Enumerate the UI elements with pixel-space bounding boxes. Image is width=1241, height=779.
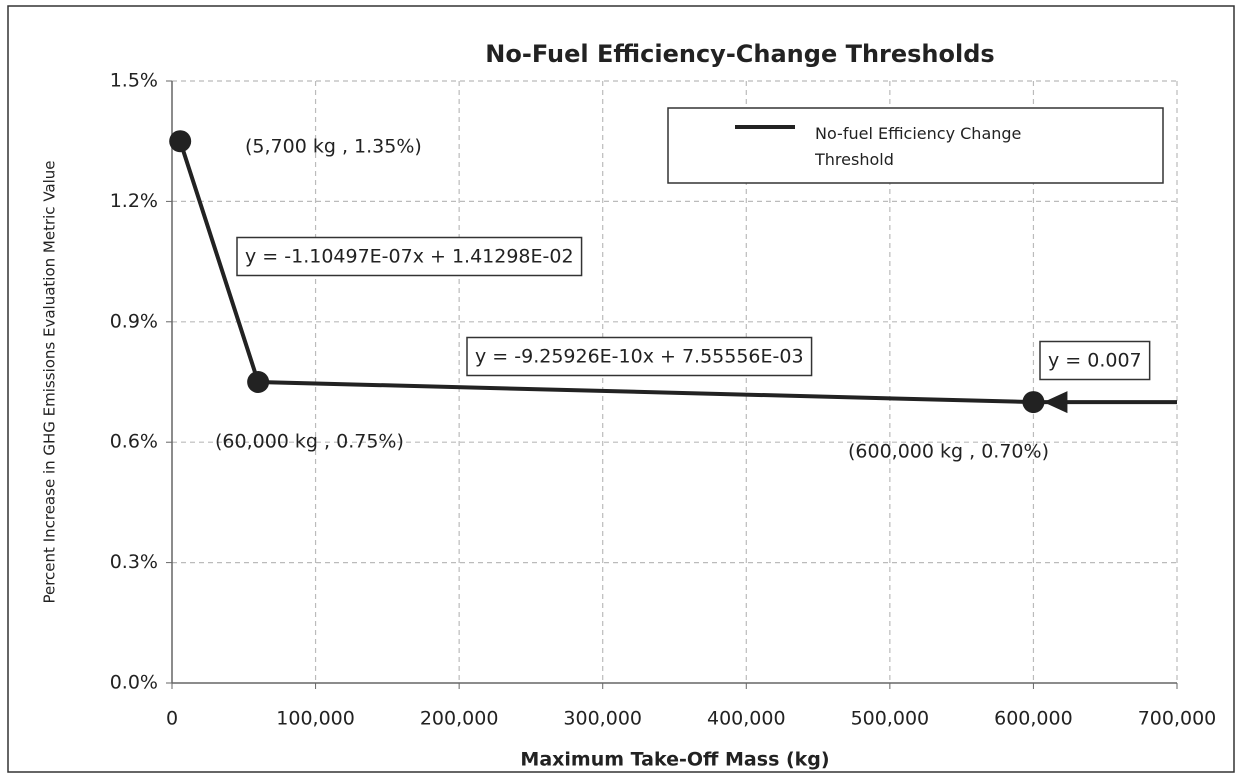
y-tick-label: 0.0% (110, 672, 158, 694)
x-tick-label: 200,000 (420, 708, 499, 730)
legend-box (667, 107, 1164, 184)
annotation-box (236, 236, 583, 277)
y-tick-label: 1.2% (110, 190, 158, 212)
y-tick-label: 0.3% (110, 551, 158, 573)
chart-title: No-Fuel Efficiency-Change Thresholds (485, 40, 994, 68)
annotation: y = -9.25926E-10x + 7.55556E-03 (475, 346, 804, 368)
x-tick-label: 700,000 (1138, 708, 1217, 730)
annotation: y = 0.007 (1048, 350, 1142, 372)
arrow-head (1043, 391, 1068, 414)
point-marker (247, 371, 270, 393)
x-tick-label: 100,000 (276, 708, 355, 730)
x-tick-label: 500,000 (851, 708, 930, 730)
x-tick-label: 600,000 (994, 708, 1073, 730)
x-tick-label: 0 (166, 708, 178, 730)
series-line (178, 140, 1177, 405)
y-tick-label: 1.5% (110, 70, 158, 92)
x-tick-label: 400,000 (707, 708, 786, 730)
annotation: (600,000 kg , 0.70%) (848, 441, 1049, 463)
y-tick-label: 0.9% (110, 310, 158, 332)
chart-border (7, 5, 1235, 773)
y-tick-label: 0.6% (110, 431, 158, 453)
annotation: (60,000 kg , 0.75%) (215, 431, 404, 453)
y-axis-label: Percent Increase in GHG Emissions Evalua… (41, 160, 59, 603)
legend-label: No-fuel Efficiency Change Threshold (815, 124, 1022, 169)
annotation: (5,700 kg , 1.35%) (245, 136, 422, 158)
x-tick-label: 300,000 (563, 708, 642, 730)
annotation: y = -1.10497E-07x + 1.41298E-02 (245, 246, 574, 268)
annotation-box (466, 336, 813, 377)
point-marker (1022, 391, 1045, 414)
x-axis-label: Maximum Take-Off Mass (kg) (520, 749, 829, 771)
legend-entry: No-fuel Efficiency Change Threshold (815, 124, 1022, 169)
point-marker (169, 130, 192, 153)
annotation-box (1039, 340, 1151, 381)
